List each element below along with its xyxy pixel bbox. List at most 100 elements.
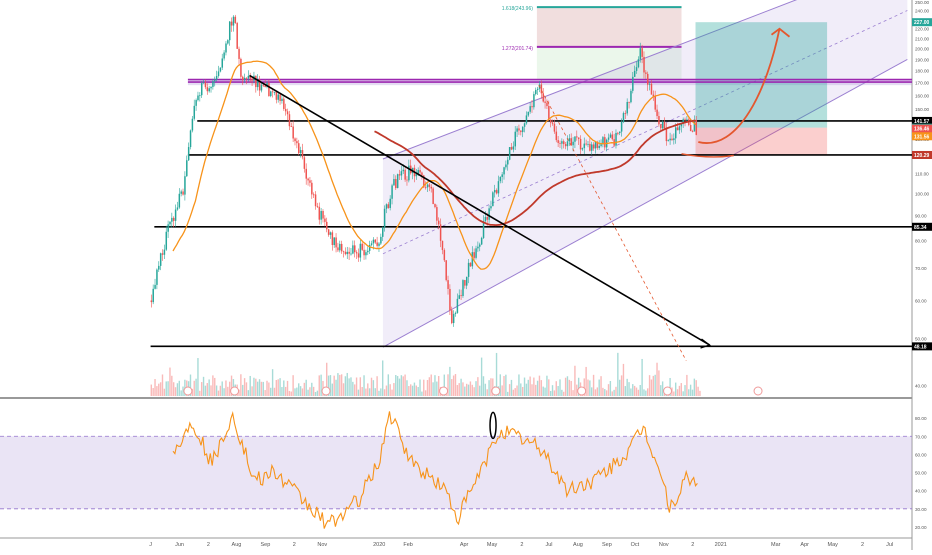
candle <box>342 251 345 253</box>
volume-bar <box>647 388 649 396</box>
candle <box>525 115 528 124</box>
volume-bar <box>376 376 378 396</box>
candle <box>161 253 164 255</box>
candle <box>592 144 595 149</box>
projection-hook <box>681 153 734 158</box>
candle <box>518 128 520 131</box>
volume-bar <box>385 385 388 396</box>
candle <box>434 204 436 208</box>
candle <box>576 136 578 138</box>
candle <box>346 251 349 255</box>
volume-bar <box>240 374 242 396</box>
volume-bar <box>641 358 643 396</box>
x-tick-label: Apr <box>800 542 809 548</box>
volume-bar <box>228 381 231 396</box>
rsi-line <box>172 411 698 529</box>
volume-bar <box>523 377 526 396</box>
volume-bar <box>568 379 571 396</box>
candle <box>404 169 406 180</box>
volume-bar <box>632 384 634 396</box>
rsi-tick-label: 80.00 <box>915 416 927 421</box>
candle <box>486 217 489 220</box>
volume-bar <box>225 380 227 396</box>
candle <box>529 106 531 112</box>
volume-bar <box>178 380 180 396</box>
volume-bar <box>542 386 544 396</box>
candle <box>561 141 563 144</box>
candle <box>255 75 257 88</box>
candle <box>564 144 567 147</box>
candle <box>443 250 446 261</box>
price-badge <box>912 124 932 133</box>
volume-bar <box>200 382 203 396</box>
price-badge-label: 120.29 <box>914 153 930 159</box>
volume-bar <box>350 377 352 396</box>
candle <box>680 124 683 127</box>
candle <box>340 243 343 252</box>
x-tick-label: Jul <box>886 542 893 548</box>
price-badge <box>912 18 932 27</box>
candle <box>637 59 640 68</box>
volume-bar <box>333 375 335 396</box>
candle <box>238 48 240 59</box>
volume-bar <box>624 386 627 396</box>
y-tick-label: 60.00 <box>915 298 927 303</box>
candle <box>256 79 259 88</box>
price-badge-label: 141.57 <box>914 119 930 125</box>
candle <box>691 131 694 132</box>
candle <box>275 92 278 100</box>
volume-bar <box>176 383 179 396</box>
volume-bar <box>471 384 473 396</box>
projection-path <box>698 28 781 144</box>
volume-bar <box>197 358 199 396</box>
volume-bar <box>288 390 291 396</box>
candle <box>663 121 666 129</box>
candle <box>523 123 526 127</box>
volume-bar <box>206 383 208 396</box>
volume-bar <box>503 376 505 396</box>
volume-bar <box>436 381 438 396</box>
candle <box>424 187 427 189</box>
candle <box>520 130 522 133</box>
candle <box>210 86 212 89</box>
volume-bar <box>574 365 576 396</box>
volume-bar <box>189 374 192 396</box>
volume-bar <box>548 379 550 396</box>
volume-bar <box>469 381 472 396</box>
volume-bar <box>660 385 662 396</box>
fib-zone-lower <box>536 46 682 81</box>
x-tick-label: Sep <box>260 542 270 548</box>
candle <box>344 251 347 255</box>
candle <box>355 252 358 254</box>
candle <box>223 52 225 59</box>
candle <box>596 141 599 148</box>
volume-bar <box>380 388 382 396</box>
candle <box>324 218 326 222</box>
x-tick-label: Nov <box>317 542 327 548</box>
candle <box>367 250 369 253</box>
volume-bar <box>699 390 701 396</box>
volume-bar <box>486 389 488 396</box>
candle <box>243 77 246 81</box>
price-badge-label: 227.00 <box>914 20 930 26</box>
volume-bar <box>279 378 281 396</box>
candle <box>674 127 677 139</box>
candle <box>669 138 671 141</box>
volume-bar <box>604 389 606 396</box>
candle <box>454 312 457 314</box>
volume-bar <box>598 379 600 396</box>
candle <box>521 126 524 133</box>
volume-bar <box>387 374 390 396</box>
volume-bar <box>499 374 501 396</box>
candle <box>689 124 692 132</box>
candle <box>329 232 332 235</box>
volume-bar <box>337 373 339 396</box>
volume-bar <box>202 376 205 396</box>
candle <box>327 229 330 235</box>
candle <box>389 198 391 208</box>
volume-bar <box>258 379 261 396</box>
volume-bar <box>620 375 623 396</box>
candle <box>402 169 405 172</box>
volume-bar <box>434 375 436 396</box>
candle <box>658 116 660 125</box>
